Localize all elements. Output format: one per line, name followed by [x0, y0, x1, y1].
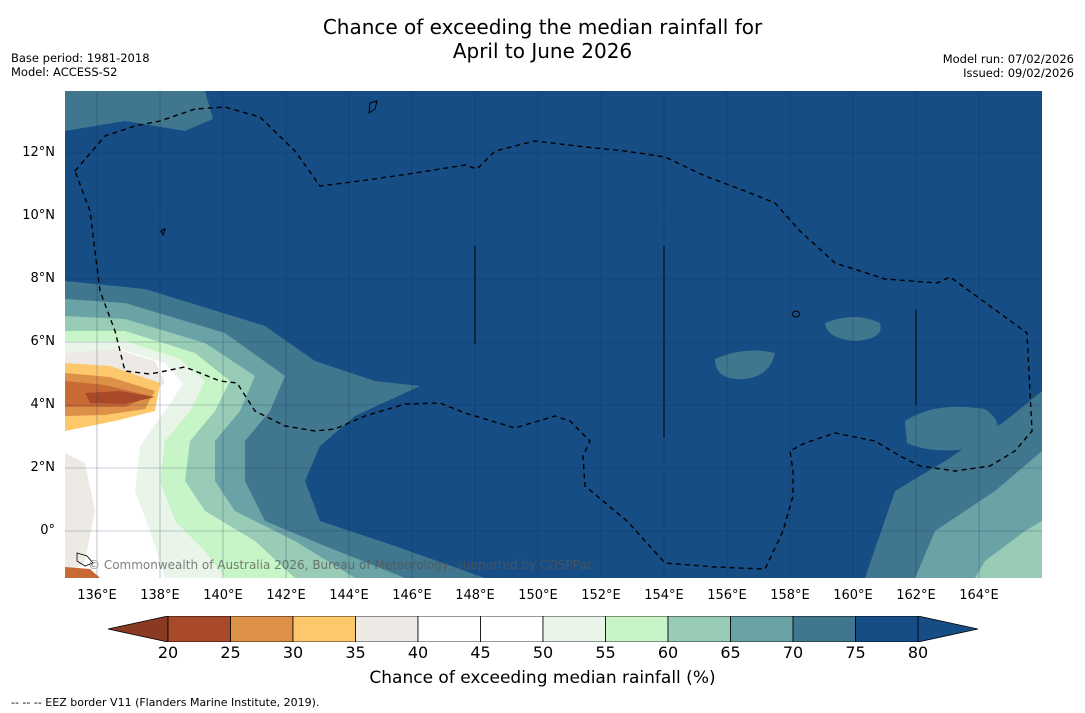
y-tick-label: 2°N [30, 460, 56, 475]
eez-legend: -- -- -- EEZ border V11 (Flanders Marine… [11, 696, 320, 709]
y-tick-label: 10°N [22, 208, 55, 223]
copyright-notice: © Commonwealth of Australia 2026, Bureau… [88, 558, 594, 572]
graticule [65, 91, 1042, 578]
y-tick-label: 4°N [30, 397, 56, 412]
contour-75-blob-center [715, 350, 775, 380]
colorbar-segment-75-80 [855, 616, 919, 642]
colorbar-label: 55 [595, 643, 616, 662]
contour-40-southwest [65, 453, 95, 578]
chart-title-line2: April to June 2026 [452, 39, 633, 63]
colorbar-segment-60-65 [667, 616, 731, 642]
colorbar-label: 50 [532, 643, 554, 662]
x-tick-label: 146°E [392, 588, 432, 603]
colorbar-label: 40 [407, 643, 429, 662]
colorbar-segment-45-50 [480, 616, 544, 642]
colorbar-segment-70-75 [792, 616, 856, 642]
colorbar-label: 35 [345, 643, 366, 662]
colorbar-label: 20 [157, 643, 179, 662]
chart-title-line1: Chance of exceeding the median rainfall … [322, 15, 763, 39]
colorbar-title: Chance of exceeding median rainfall (%) [369, 668, 716, 688]
model-run-date: Model run: 07/02/2026 [942, 52, 1074, 66]
colorbar-segment-25-30 [230, 616, 294, 642]
x-tick-label: 162°E [896, 588, 936, 603]
colorbar-label: 65 [720, 643, 741, 662]
colorbar-segment-20-25 [167, 616, 231, 642]
x-tick-label: 136°E [77, 588, 117, 603]
base-period: Base period: 1981-2018 [11, 51, 150, 65]
island-outlines [76, 100, 917, 567]
colorbar [108, 616, 978, 642]
x-tick-label: 154°E [644, 588, 684, 603]
x-tick-label: 138°E [140, 588, 180, 603]
x-tick-label: 160°E [833, 588, 873, 603]
contour-65-southeast [975, 521, 1042, 578]
model-name: Model: ACCESS-S2 [11, 65, 118, 79]
colorbar-label: 45 [470, 643, 491, 662]
y-tick-label: 6°N [30, 334, 56, 349]
contour-75-blob-east [825, 317, 881, 341]
y-tick-label: 8°N [30, 271, 56, 286]
colorbar-label: 80 [907, 643, 929, 662]
x-tick-label: 152°E [581, 588, 621, 603]
x-tick-label: 144°E [329, 588, 369, 603]
y-tick-label: 12°N [22, 145, 55, 160]
contour-75-blob-se [905, 406, 998, 451]
x-tick-label: 164°E [959, 588, 999, 603]
x-tick-label: 148°E [455, 588, 495, 603]
x-tick-label: 156°E [707, 588, 747, 603]
colorbar-label: 75 [845, 643, 866, 662]
issued-date: Issued: 09/02/2026 [963, 66, 1074, 80]
colorbar-segment-30-35 [292, 616, 356, 642]
contour-75-north [65, 91, 213, 131]
colorbar-segment-55-60 [605, 616, 669, 642]
colorbar-label: 25 [220, 643, 241, 662]
colorbar-under-arrow [108, 616, 169, 642]
eez-border [74, 106, 1033, 570]
colorbar-label: 60 [657, 643, 679, 662]
x-tick-label: 140°E [203, 588, 243, 603]
colorbar-segment-40-45 [417, 616, 481, 642]
colorbar-over-arrow [917, 616, 978, 642]
colorbar-segment-50-55 [542, 616, 606, 642]
contour-25-bottom [65, 567, 100, 578]
x-tick-label: 150°E [518, 588, 558, 603]
colorbar-label: 70 [782, 643, 804, 662]
x-tick-label: 158°E [770, 588, 810, 603]
colorbar-segment-65-70 [730, 616, 794, 642]
colorbar-label: 30 [282, 643, 304, 662]
y-tick-label: 0° [40, 523, 55, 538]
contour-20-west [85, 391, 155, 404]
rainfall-map[interactable] [65, 91, 1042, 578]
colorbar-segment-35-40 [355, 616, 419, 642]
x-tick-label: 142°E [266, 588, 306, 603]
